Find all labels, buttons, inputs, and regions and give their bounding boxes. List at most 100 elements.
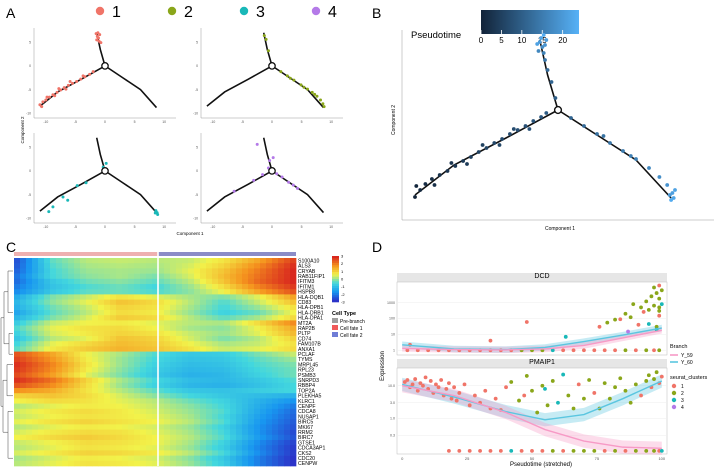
heatmap-cell	[224, 268, 231, 274]
heatmap-cell	[266, 263, 273, 269]
heatmap-cell	[170, 408, 177, 415]
heatmap-cell	[14, 414, 21, 420]
heatmap-cell	[56, 289, 63, 295]
cell-point	[657, 448, 662, 453]
heatmap-cell	[224, 419, 231, 425]
heatmap-cell	[272, 351, 279, 358]
heatmap-cell	[122, 408, 129, 415]
heatmap-cell	[128, 263, 135, 269]
heatmap-cell	[98, 382, 105, 389]
heatmap-cell	[146, 455, 153, 462]
trajectory-arm-left	[39, 65, 106, 107]
heatmap-cell	[122, 320, 129, 326]
heatmap-cell	[272, 304, 279, 311]
heatmap-cell	[122, 325, 129, 332]
heatmap-cell	[62, 299, 69, 306]
heatmap-cell	[32, 304, 39, 311]
heatmap-cell	[92, 429, 99, 436]
heatmap-cell	[128, 408, 135, 415]
heatmap-cell	[134, 299, 141, 306]
heatmap-cell	[116, 330, 123, 337]
heatmap-cell	[284, 341, 291, 347]
heatmap-cell	[56, 268, 63, 274]
heatmap-row-label: CDC20	[298, 456, 315, 462]
heatmap-cell	[86, 289, 93, 295]
heatmap-cell	[98, 299, 105, 306]
heatmap-cell	[14, 398, 21, 404]
heatmap-cell	[86, 258, 93, 264]
heatmap-cell	[272, 346, 279, 352]
heatmap-cell	[170, 377, 177, 384]
heatmap-cell	[134, 398, 141, 404]
heatmap-cell	[224, 356, 231, 363]
color-scale-tick-label: -2	[341, 292, 345, 297]
heatmap-cell	[110, 450, 117, 456]
heatmap-cell	[266, 258, 273, 264]
heatmap-cell	[176, 434, 183, 441]
heatmap-cell	[236, 367, 243, 373]
heatmap-cell	[140, 325, 147, 332]
heatmap-cell	[38, 460, 45, 467]
heatmap-cell	[176, 414, 183, 420]
heatmap-cell	[254, 346, 261, 352]
cell-point	[641, 310, 646, 314]
heatmap-cell	[242, 424, 249, 430]
heatmap-cell	[170, 351, 177, 358]
heatmap-cell	[188, 424, 195, 430]
heatmap-cell	[284, 362, 291, 368]
heatmap-cell	[86, 284, 93, 290]
heatmap-cell	[230, 325, 237, 332]
heatmap-cell	[80, 263, 87, 269]
heatmap-cell	[50, 299, 57, 306]
heatmap-cell	[116, 440, 123, 446]
heatmap-cell	[68, 372, 75, 378]
heatmap-cell	[200, 325, 207, 332]
heatmap-cell	[128, 315, 135, 321]
cluster-legend-1: 1	[681, 384, 684, 390]
heatmap-cell	[14, 284, 21, 290]
heatmap-cell	[44, 455, 51, 462]
heatmap-cell	[170, 398, 177, 404]
heatmap-cell	[290, 310, 297, 316]
heatmap-cell	[20, 356, 27, 363]
heatmap-cell	[278, 434, 285, 441]
heatmap-cell	[236, 346, 243, 352]
colorbar-tick-label: 0	[479, 36, 484, 45]
cell-point	[582, 124, 586, 128]
heatmap-cell	[170, 325, 177, 332]
colorbar-tick-label: 20	[558, 36, 567, 45]
heatmap-cell	[182, 403, 189, 410]
heatmap-cell	[200, 278, 207, 285]
heatmap-cell	[290, 258, 297, 264]
cell-point	[522, 393, 527, 398]
heatmap-cell	[32, 434, 39, 441]
heatmap-cell	[116, 351, 123, 358]
cell-point	[432, 183, 437, 187]
heatmap-cell	[164, 341, 171, 347]
heatmap-cell	[218, 372, 225, 378]
heatmap-cell	[38, 351, 45, 358]
heatmap-cell	[122, 278, 129, 285]
heatmap-cell	[110, 263, 117, 269]
heatmap-cell	[14, 382, 21, 389]
heatmap-cell	[110, 388, 117, 394]
heatmap-cell	[98, 356, 105, 363]
heatmap-cell	[128, 258, 135, 264]
heatmap-cell	[170, 393, 177, 399]
heatmap-cell	[116, 304, 123, 311]
heatmap-cell	[92, 434, 99, 441]
heatmap-cell	[104, 263, 111, 269]
color-scale-step	[332, 295, 339, 298]
heatmap-cell	[212, 377, 219, 384]
heatmap-cell	[278, 377, 285, 384]
heatmap-cell	[68, 460, 75, 467]
heatmap-cell	[68, 356, 75, 363]
heatmap-cell	[248, 315, 255, 321]
cell-point	[602, 381, 607, 386]
heatmap-cell	[44, 393, 51, 399]
heatmap-cell	[266, 310, 273, 316]
heatmap-cell	[248, 460, 255, 467]
cell-point	[449, 161, 454, 165]
heatmap-cell	[26, 377, 33, 384]
